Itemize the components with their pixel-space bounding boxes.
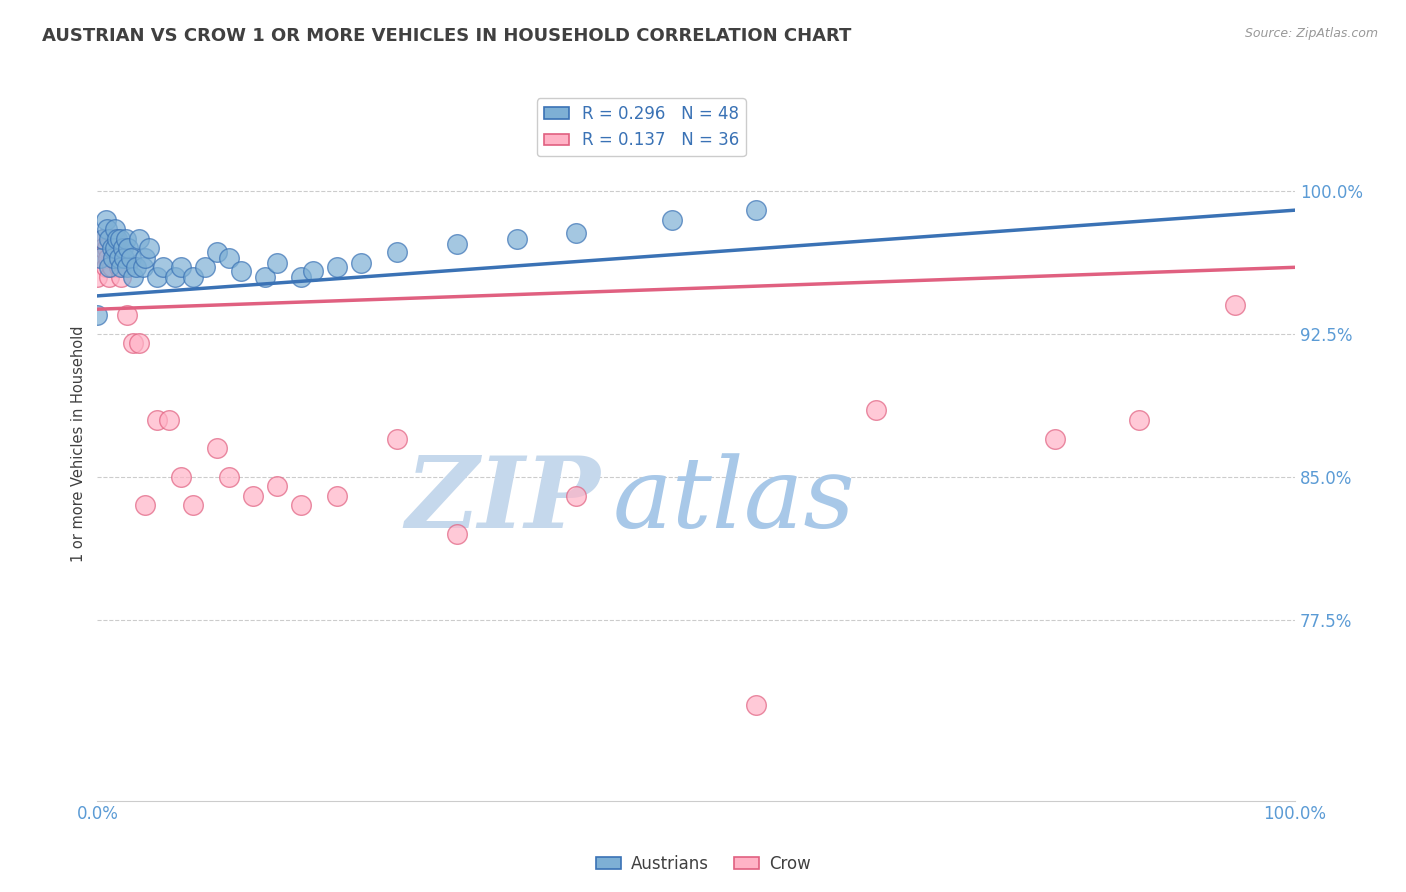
Point [91, 232, 114, 246]
Point [115, 232, 138, 246]
Point [745, 698, 768, 713]
Point [110, 260, 132, 275]
Point [100, 260, 122, 275]
Point [101, 251, 124, 265]
Point [1223, 298, 1246, 312]
Point [98, 232, 121, 246]
Point [89, 251, 111, 265]
Legend: Austrians, Crow: Austrians, Crow [589, 848, 817, 880]
Point [110, 269, 132, 284]
Y-axis label: 1 or more Vehicles in Household: 1 or more Vehicles in Household [72, 326, 86, 562]
Point [242, 489, 264, 503]
Point [111, 241, 134, 255]
Point [117, 260, 139, 275]
Text: ZIP: ZIP [405, 452, 600, 549]
Point [302, 264, 325, 278]
Point [745, 203, 768, 218]
Point [132, 260, 155, 275]
Legend: R = 0.296   N = 48, R = 0.137   N = 36: R = 0.296 N = 48, R = 0.137 N = 36 [537, 98, 745, 156]
Point [97, 251, 120, 265]
Point [865, 403, 887, 417]
Point [134, 499, 156, 513]
Point [91, 241, 114, 255]
Point [98, 260, 121, 275]
Point [326, 260, 349, 275]
Point [122, 269, 145, 284]
Text: Source: ZipAtlas.com: Source: ZipAtlas.com [1244, 27, 1378, 40]
Point [108, 232, 131, 246]
Point [146, 269, 169, 284]
Point [101, 251, 124, 265]
Point [100, 241, 122, 255]
Point [104, 241, 127, 255]
Point [165, 269, 187, 284]
Point [90, 251, 112, 265]
Point [290, 499, 312, 513]
Point [565, 489, 588, 503]
Point [105, 232, 128, 246]
Point [112, 251, 135, 265]
Point [91, 232, 114, 246]
Point [565, 226, 588, 240]
Point [290, 269, 312, 284]
Point [194, 260, 217, 275]
Point [218, 470, 240, 484]
Point [104, 222, 127, 236]
Point [117, 241, 139, 255]
Point [122, 336, 145, 351]
Point [1128, 412, 1150, 426]
Text: atlas: atlas [613, 453, 855, 549]
Point [128, 336, 150, 351]
Point [205, 245, 228, 260]
Point [505, 232, 527, 246]
Point [117, 308, 139, 322]
Point [86, 308, 108, 322]
Point [146, 412, 169, 426]
Point [446, 527, 468, 541]
Point [170, 260, 193, 275]
Point [229, 264, 252, 278]
Point [181, 269, 204, 284]
Point [124, 260, 146, 275]
Point [86, 269, 108, 284]
Point [661, 212, 683, 227]
Point [98, 269, 121, 284]
Point [385, 432, 408, 446]
Point [350, 256, 373, 270]
Point [326, 489, 349, 503]
Point [128, 232, 150, 246]
Point [170, 470, 193, 484]
Point [157, 412, 180, 426]
Point [105, 241, 128, 255]
Point [96, 222, 118, 236]
Point [104, 232, 127, 246]
Point [94, 212, 117, 227]
Point [134, 251, 156, 265]
Point [205, 442, 228, 456]
Point [218, 251, 240, 265]
Point [94, 260, 117, 275]
Point [181, 499, 204, 513]
Point [108, 260, 131, 275]
Point [1045, 432, 1067, 446]
Point [385, 245, 408, 260]
Point [108, 251, 131, 265]
Point [152, 260, 174, 275]
Point [96, 241, 118, 255]
Point [120, 251, 142, 265]
Point [253, 269, 276, 284]
Point [266, 256, 288, 270]
Point [446, 237, 468, 252]
Point [266, 479, 288, 493]
Text: AUSTRIAN VS CROW 1 OR MORE VEHICLES IN HOUSEHOLD CORRELATION CHART: AUSTRIAN VS CROW 1 OR MORE VEHICLES IN H… [42, 27, 852, 45]
Point [138, 241, 160, 255]
